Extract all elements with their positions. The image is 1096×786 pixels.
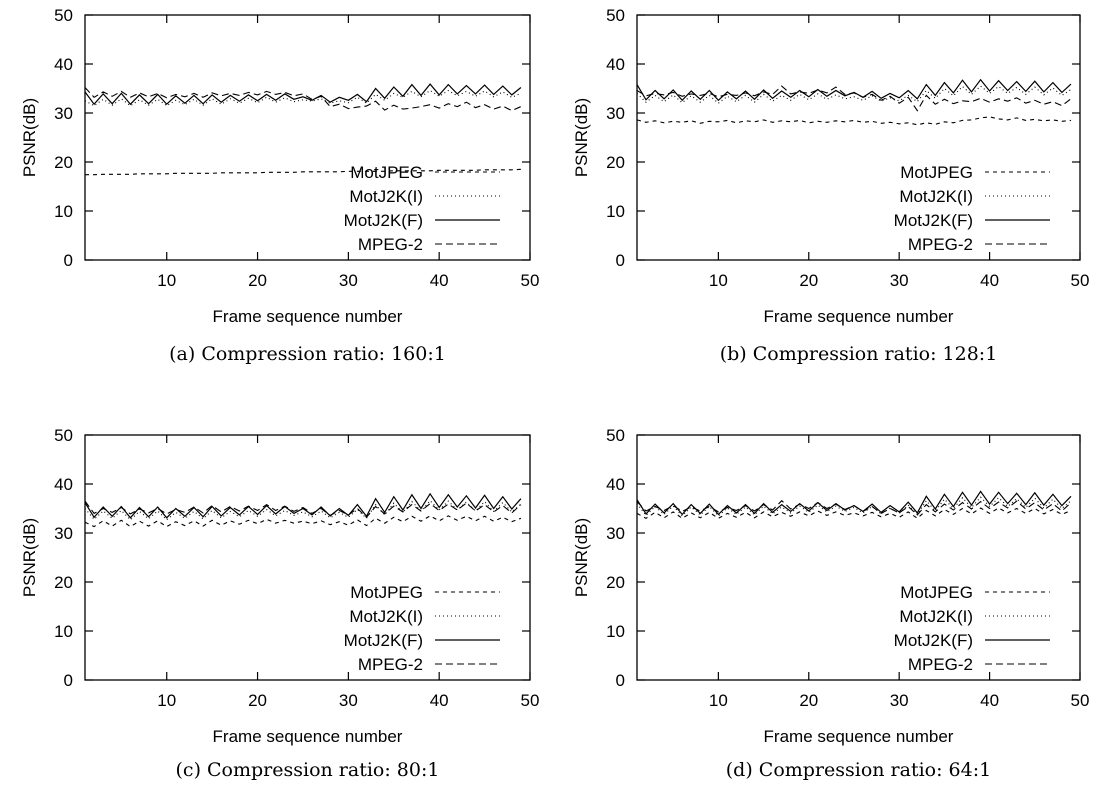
x-tick-label: 30 bbox=[339, 691, 358, 710]
chart-panel-1: 0 10 20 30 40 50 10 20 30 40 50 Frame sequence numb… bbox=[20, 6, 539, 365]
plot-frame bbox=[84, 434, 531, 681]
legend-label: MotJ2K(I) bbox=[349, 607, 423, 626]
y-tick-label: 40 bbox=[606, 55, 625, 74]
series-line-motj2k-i- bbox=[636, 85, 1072, 104]
legend-label: MPEG-2 bbox=[358, 235, 423, 254]
y-axis-label: PSNR(dB) bbox=[572, 518, 591, 597]
series-line-motj2k-f- bbox=[636, 490, 1072, 516]
x-tick-label: 40 bbox=[980, 691, 999, 710]
x-tick-label: 20 bbox=[799, 691, 818, 710]
y-tick-label: 30 bbox=[606, 524, 625, 543]
x-tick-label: 30 bbox=[339, 271, 358, 290]
plot-frame bbox=[84, 14, 531, 261]
legend-label: MotJPEG bbox=[350, 583, 423, 602]
y-tick-label: 50 bbox=[606, 426, 625, 445]
series-line-motj2k-f- bbox=[84, 492, 522, 519]
x-tick-label: 10 bbox=[709, 691, 728, 710]
x-tick-label: 10 bbox=[709, 271, 728, 290]
y-tick-label: 20 bbox=[606, 153, 625, 172]
y-tick-label: 50 bbox=[606, 6, 625, 25]
x-axis-label: Frame sequence number bbox=[213, 727, 403, 746]
y-tick-label: 40 bbox=[606, 475, 625, 494]
legend-label: MotJ2K(F) bbox=[344, 211, 423, 230]
series-line-motj2k-i- bbox=[84, 89, 522, 107]
y-tick-label: 30 bbox=[606, 104, 625, 123]
legend-label: MotJPEG bbox=[900, 163, 973, 182]
x-tick-label: 20 bbox=[799, 271, 818, 290]
legend-label: MPEG-2 bbox=[908, 235, 973, 254]
x-tick-label: 50 bbox=[1071, 691, 1090, 710]
y-tick-label: 10 bbox=[606, 202, 625, 221]
y-axis-label: PSNR(dB) bbox=[572, 98, 591, 177]
y-axis-label: PSNR(dB) bbox=[20, 518, 39, 597]
panel-caption: (a) Compression ratio: 160:1 bbox=[169, 343, 446, 365]
y-tick-label: 10 bbox=[54, 622, 73, 641]
series-line-mpeg-2 bbox=[636, 499, 1072, 516]
series-line-motj2k-i- bbox=[84, 499, 522, 521]
panel-caption: (d) Compression ratio: 64:1 bbox=[726, 759, 991, 781]
x-tick-label: 50 bbox=[1071, 271, 1090, 290]
legend-label: MotJ2K(F) bbox=[894, 211, 973, 230]
y-tick-label: 50 bbox=[54, 6, 73, 25]
x-axis-label: Frame sequence number bbox=[764, 307, 954, 326]
x-tick-label: 20 bbox=[248, 271, 267, 290]
x-tick-label: 30 bbox=[890, 271, 909, 290]
series-line-motj2k-f- bbox=[84, 83, 522, 106]
legend-label: MotJ2K(F) bbox=[894, 631, 973, 650]
legend-label: MPEG-2 bbox=[358, 655, 423, 674]
series-line-mpeg-2 bbox=[84, 87, 522, 112]
y-tick-label: 10 bbox=[606, 622, 625, 641]
y-tick-label: 30 bbox=[54, 104, 73, 123]
x-tick-label: 20 bbox=[248, 691, 267, 710]
series-line-motjpeg bbox=[85, 168, 521, 176]
legend-label: MotJPEG bbox=[900, 583, 973, 602]
chart-panel-3: 0 10 20 30 40 50 10 20 30 40 50 Frame sequence numb… bbox=[20, 426, 539, 781]
series-line-mpeg-2 bbox=[84, 500, 522, 519]
panel-caption: (c) Compression ratio: 80:1 bbox=[176, 759, 440, 781]
x-tick-label: 40 bbox=[430, 271, 449, 290]
y-tick-label: 40 bbox=[54, 475, 73, 494]
plot-frame bbox=[636, 14, 1081, 261]
panel-caption: (b) Compression ratio: 128:1 bbox=[720, 343, 998, 365]
series-line-motjpeg bbox=[84, 515, 522, 528]
y-tick-label: 40 bbox=[54, 55, 73, 74]
legend-label: MPEG-2 bbox=[908, 655, 973, 674]
y-tick-label: 0 bbox=[64, 671, 73, 690]
y-tick-label: 30 bbox=[54, 524, 73, 543]
y-tick-label: 20 bbox=[606, 573, 625, 592]
x-tick-label: 10 bbox=[157, 271, 176, 290]
chart-panel-4: 0 10 20 30 40 50 10 20 30 40 50 Frame sequence numb… bbox=[572, 426, 1089, 781]
y-axis-label: PSNR(dB) bbox=[20, 98, 39, 177]
legend-label: MotJ2K(F) bbox=[344, 631, 423, 650]
plot-frame bbox=[636, 434, 1081, 681]
legend-label: MotJ2K(I) bbox=[899, 607, 973, 626]
x-tick-label: 40 bbox=[430, 691, 449, 710]
legend-label: MotJPEG bbox=[350, 163, 423, 182]
y-tick-label: 0 bbox=[64, 251, 73, 270]
chart-panel-2: 0 10 20 30 40 50 10 20 30 40 50 Frame sequence numb… bbox=[572, 6, 1089, 365]
x-tick-label: 10 bbox=[157, 691, 176, 710]
y-tick-label: 20 bbox=[54, 573, 73, 592]
legend-label: MotJ2K(I) bbox=[899, 187, 973, 206]
y-tick-label: 0 bbox=[616, 671, 625, 690]
x-tick-label: 40 bbox=[980, 271, 999, 290]
legend-label: MotJ2K(I) bbox=[349, 187, 423, 206]
x-tick-label: 50 bbox=[521, 271, 540, 290]
series-line-mpeg-2 bbox=[636, 85, 1072, 112]
x-tick-label: 30 bbox=[890, 691, 909, 710]
x-axis-label: Frame sequence number bbox=[764, 727, 954, 746]
y-tick-label: 0 bbox=[616, 251, 625, 270]
x-axis-label: Frame sequence number bbox=[213, 307, 403, 326]
y-tick-label: 10 bbox=[54, 202, 73, 221]
y-tick-label: 50 bbox=[54, 426, 73, 445]
series-line-motjpeg bbox=[636, 116, 1072, 126]
x-tick-label: 50 bbox=[521, 691, 540, 710]
y-tick-label: 20 bbox=[54, 153, 73, 172]
